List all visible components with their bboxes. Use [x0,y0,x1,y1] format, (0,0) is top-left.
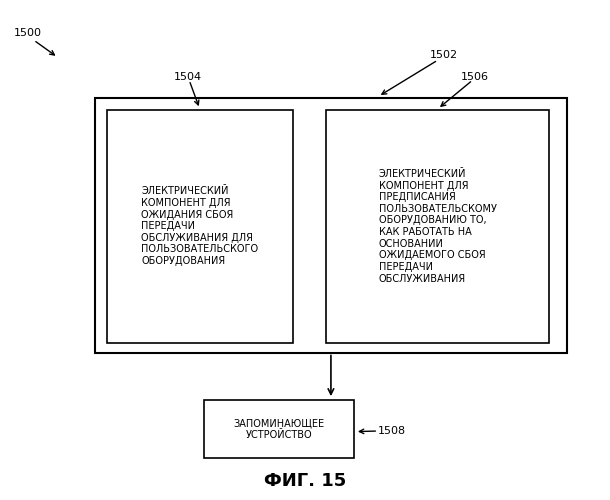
Text: ЭЛЕКТРИЧЕСКИЙ
КОМПОНЕНТ ДЛЯ
ПРЕДПИСАНИЯ
ПОЛЬЗОВАТЕЛЬСКОМУ
ОБОРУДОВАНИЮ ТО,
КАК Р: ЭЛЕКТРИЧЕСКИЙ КОМПОНЕНТ ДЛЯ ПРЕДПИСАНИЯ … [379,169,497,283]
Text: 1500: 1500 [13,28,41,38]
Text: ЗАПОМИНАЮЩЕЕ
УСТРОЙСТВО: ЗАПОМИНАЮЩЕЕ УСТРОЙСТВО [234,418,325,440]
Bar [107,110,293,342]
Bar [326,110,549,342]
Bar [95,98,567,352]
Text: ЭЛЕКТРИЧЕСКИЙ
КОМПОНЕНТ ДЛЯ
ОЖИДАНИЯ СБОЯ
ПЕРЕДАЧИ
ОБСЛУЖИВАНИЯ ДЛЯ
ПОЛЬЗОВАТЕЛЬ: ЭЛЕКТРИЧЕСКИЙ КОМПОНЕНТ ДЛЯ ОЖИДАНИЯ СБО… [141,186,259,266]
Text: ФИГ. 15: ФИГ. 15 [264,472,346,490]
Text: 1506: 1506 [461,72,489,83]
Text: 1502: 1502 [430,50,458,60]
Text: 1504: 1504 [174,72,202,83]
Text: 1508: 1508 [378,426,406,436]
Bar [204,400,354,458]
